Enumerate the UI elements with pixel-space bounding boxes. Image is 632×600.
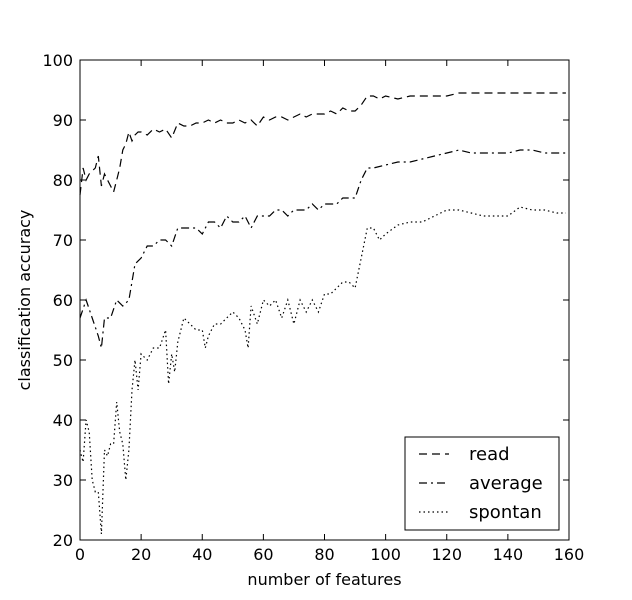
x-tick-label: 160 — [554, 545, 585, 564]
series-layer — [79, 92, 566, 535]
y-tick-label: 70 — [53, 231, 73, 250]
legend-box — [404, 436, 560, 531]
x-tick-label: 40 — [192, 545, 212, 564]
x-tick-label: 100 — [370, 545, 401, 564]
x-tick-label: 120 — [431, 545, 462, 564]
y-tick-label: 60 — [53, 291, 73, 310]
y-tick-label: 100 — [42, 51, 73, 70]
x-tick-label: 60 — [253, 545, 273, 564]
y-tick-label: 50 — [53, 351, 73, 370]
series-line-average — [79, 149, 566, 349]
y-tick-label: 20 — [53, 531, 73, 550]
x-tick-label: 80 — [314, 545, 334, 564]
y-tick-label: 90 — [53, 111, 73, 130]
x-tick-label: 140 — [493, 545, 524, 564]
series-line-spontan — [79, 206, 566, 535]
x-tick-label: 0 — [75, 545, 85, 564]
y-axis-label: classification accuracy — [15, 210, 34, 391]
x-tick-label: 20 — [131, 545, 151, 564]
legend: read average spontan — [404, 436, 560, 531]
x-axis-label: number of features — [247, 570, 401, 589]
y-tick-label: 80 — [53, 171, 73, 190]
legend-label-average: average — [469, 473, 543, 494]
y-tick-label: 40 — [53, 411, 73, 430]
legend-label-read: read — [469, 444, 510, 465]
legend-label-spontan: spontan — [469, 502, 542, 523]
y-tick-label: 30 — [53, 471, 73, 490]
series-line-read — [79, 92, 566, 196]
